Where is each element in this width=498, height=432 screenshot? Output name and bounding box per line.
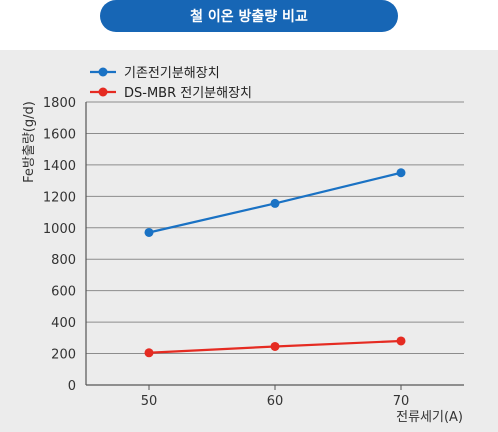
legend-marker: [98, 67, 108, 77]
legend: 기존전기분해장치 DS-MBR 전기분해장치: [90, 66, 252, 101]
legend-label: 기존전기분해장치: [124, 66, 220, 81]
x-tick-label: 60: [267, 394, 284, 409]
x-tick-label: 70: [393, 394, 410, 409]
y-axis-label: Fe방출량(g/d): [22, 101, 37, 183]
data-point: [270, 198, 280, 208]
y-tick-label: 400: [51, 316, 76, 331]
y-tick-label: 800: [51, 253, 76, 268]
x-axis-label: 전류세기(A): [396, 410, 463, 425]
chart-title: 철 이온 방출량 비교: [100, 0, 398, 32]
y-tick-label: 1000: [43, 222, 76, 237]
y-tick-label: 1600: [43, 127, 76, 142]
y-tick-label: 600: [51, 285, 76, 300]
x-tick-labels: 50 60 70: [141, 394, 410, 409]
data-point: [396, 336, 406, 346]
chart-panel: [0, 50, 498, 432]
series-layer: [144, 168, 406, 358]
y-tick-labels: 0 200 400 600 800 1000 1200 1400 1600 1800: [43, 96, 76, 394]
y-tick-label: 1800: [43, 96, 76, 111]
data-point: [144, 348, 154, 358]
y-tick-label: 1400: [43, 159, 76, 174]
y-tick-label: 200: [51, 348, 76, 363]
data-point: [270, 341, 280, 351]
x-tick-label: 50: [141, 394, 158, 409]
axes: [85, 102, 464, 390]
legend-label: DS-MBR 전기분해장치: [124, 86, 252, 101]
y-tick-label: 1200: [43, 190, 76, 205]
legend-marker: [98, 87, 108, 97]
y-tick-label: 0: [68, 379, 76, 394]
grid-lines: [86, 101, 464, 355]
data-point: [144, 227, 154, 237]
data-point: [396, 168, 406, 178]
